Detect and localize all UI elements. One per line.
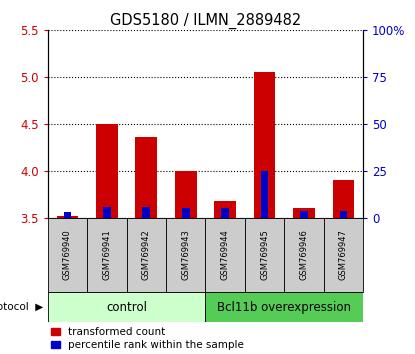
Bar [205, 292, 363, 322]
Bar [103, 207, 111, 218]
Text: GSM769945: GSM769945 [260, 229, 269, 280]
Bar [300, 211, 308, 218]
Bar [127, 218, 166, 292]
Text: protocol  ▶: protocol ▶ [0, 302, 44, 312]
Bar [166, 218, 205, 292]
Bar [214, 201, 236, 218]
Bar [254, 72, 276, 218]
Bar [339, 211, 347, 218]
Text: GSM769941: GSM769941 [103, 229, 111, 280]
Text: Bcl11b overexpression: Bcl11b overexpression [217, 301, 351, 314]
Bar [324, 218, 363, 292]
Bar [175, 171, 197, 218]
Bar [48, 218, 87, 292]
Text: GSM769944: GSM769944 [221, 229, 229, 280]
Bar [221, 208, 229, 218]
Bar [182, 208, 190, 218]
Bar [284, 218, 324, 292]
Bar [261, 171, 269, 218]
Text: GSM769946: GSM769946 [300, 229, 308, 280]
Bar [56, 216, 78, 218]
Title: GDS5180 / ILMN_2889482: GDS5180 / ILMN_2889482 [110, 12, 301, 29]
Bar [142, 207, 150, 218]
Bar [245, 218, 284, 292]
Bar [48, 292, 205, 322]
Bar [135, 137, 157, 218]
Text: control: control [106, 301, 147, 314]
Bar [332, 180, 354, 218]
Legend: transformed count, percentile rank within the sample: transformed count, percentile rank withi… [51, 327, 244, 350]
Bar [63, 212, 71, 218]
Text: GSM769942: GSM769942 [142, 229, 151, 280]
Bar [96, 124, 118, 218]
Text: GSM769947: GSM769947 [339, 229, 348, 280]
Bar [205, 218, 245, 292]
Text: GSM769940: GSM769940 [63, 229, 72, 280]
Text: GSM769943: GSM769943 [181, 229, 190, 280]
Bar [293, 208, 315, 218]
Bar [87, 218, 127, 292]
